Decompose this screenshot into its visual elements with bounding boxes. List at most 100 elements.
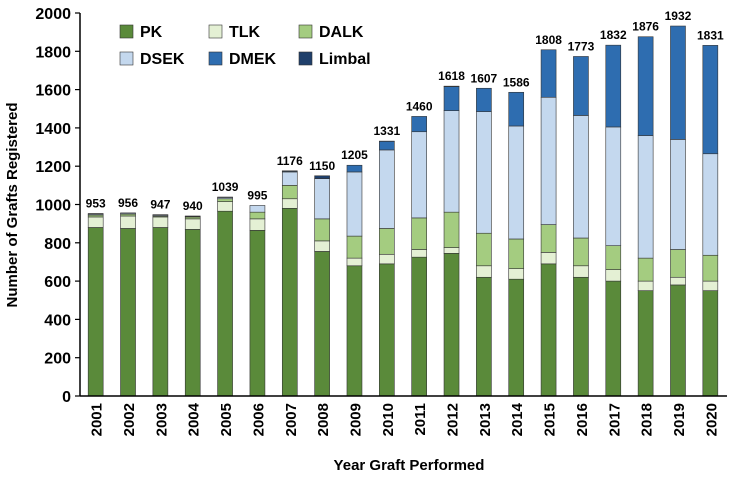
bar-stack [443,85,460,397]
bar-segment-tlk [702,280,719,291]
bar-segment-tlk [605,269,622,282]
total-labels: 953 956 947 940 1039 995 1176 1150 1205 1331 1460 1… [86,9,724,213]
bar-segment-tlk [508,268,525,280]
x-axis-title: Year Graft Performed [334,457,485,474]
bar-segment-dmek [573,56,589,116]
bar-segment-dmek [346,164,363,173]
total-label: 1331 [373,124,400,138]
bar-segment-tlk [573,265,589,278]
bar-segment-pk [184,229,201,397]
bar-segment-tlk [346,257,363,267]
x-tick-label: 2011 [412,403,429,436]
bar-segment-pk [702,290,719,397]
bar-segment-dmek [670,25,686,140]
bar-stack [120,212,136,397]
bar-segment-tlk [540,252,557,265]
legend-item-dalk: DALK [298,24,364,41]
bar-segment-dsek [249,205,266,213]
legend-swatch [208,51,223,66]
bar-stack [249,205,266,397]
axes [79,13,727,397]
bar-segment-dalk [573,237,589,267]
bar-segment-tlk [87,216,104,228]
bar-segment-dmek [476,87,492,112]
bar-stack [152,214,169,397]
total-label: 1176 [277,154,303,168]
bar-stack [346,164,363,397]
bar-segment-dalk [605,245,622,270]
total-label: 1831 [697,28,724,42]
y-tick-label: 1000 [35,198,71,215]
legend-label: PK [140,24,163,41]
bar-segment-dalk [411,217,427,250]
bar-segment-dsek [281,171,298,186]
x-tick-label: 2008 [315,403,332,436]
total-label: 1808 [535,33,562,47]
bar-segment-dsek [476,111,492,234]
bar-segment-dmek [379,141,395,151]
x-tick-label: 2002 [121,403,138,436]
total-label: 1832 [600,28,627,42]
bar-stack [87,213,104,397]
y-tick-label: 0 [62,389,71,406]
bar-stack [702,45,719,397]
bar-stack [411,116,427,397]
bar-segment-dalk [702,254,719,282]
bar-segment-pk [443,253,460,397]
bar-segment-dsek [702,153,719,256]
total-label: 1039 [212,180,239,194]
bar-segment-dsek [443,110,460,213]
bar-segment-dsek [346,171,363,237]
bar-segment-limbal [87,213,104,215]
y-tick-label: 1600 [35,83,71,100]
y-tick-label: 800 [44,236,71,253]
bar-segment-pk [637,290,654,397]
legend-swatch [119,51,134,66]
bar-segment-dsek [379,149,395,229]
bar-segment-dalk [379,228,395,255]
bar-segment-pk [249,230,266,397]
bar-segment-tlk [184,218,201,230]
legend-swatch [208,24,223,39]
bar-segment-pk [670,284,686,397]
x-tick-labels: 2001 2002 2003 2004 2005 2006 2007 2008 2009 2010… [89,402,721,436]
bar-stack [573,56,589,397]
bar-segment-dalk [314,218,330,242]
bar-segment-dsek [411,131,427,219]
total-label: 1773 [568,39,595,53]
bar-segment-dsek [637,135,654,259]
bar-segment-dmek [411,116,427,133]
bar-segment-tlk [217,201,233,212]
legend-label: DSEK [140,51,185,68]
bar-segment-tlk [152,216,169,228]
total-label: 953 [86,197,106,211]
bar-segment-pk [87,227,104,397]
legend-swatch [119,24,134,39]
bar-stack [508,91,525,397]
x-tick-label: 2001 [89,403,106,436]
bar-segment-dalk [540,224,557,253]
y-tick-label: 1200 [35,159,71,176]
bar-segment-dalk [508,238,525,269]
bar-segment-dmek [443,86,460,111]
bar-segment-pk [152,227,169,397]
bar-segment-tlk [443,247,460,254]
y-tick-label: 600 [44,274,71,291]
bar-stack [476,87,492,397]
legend-label: DALK [319,24,364,41]
total-label: 956 [118,196,138,210]
bar-segment-dalk [281,185,298,200]
total-label: 1932 [665,9,692,23]
total-label: 995 [247,188,267,202]
bar-segment-dmek [605,44,622,128]
legend-label: TLK [229,24,261,41]
x-tick-label: 2016 [574,403,591,436]
x-tick-label: 2009 [347,403,364,436]
bar-segment-dalk [476,232,492,267]
legend-item-dmek: DMEK [208,51,277,68]
legend-item-dsek: DSEK [119,51,185,68]
bar-segment-pk [605,280,622,397]
total-label: 1586 [503,75,530,89]
bar-stack [637,36,654,397]
bar-segment-dalk [346,235,363,259]
